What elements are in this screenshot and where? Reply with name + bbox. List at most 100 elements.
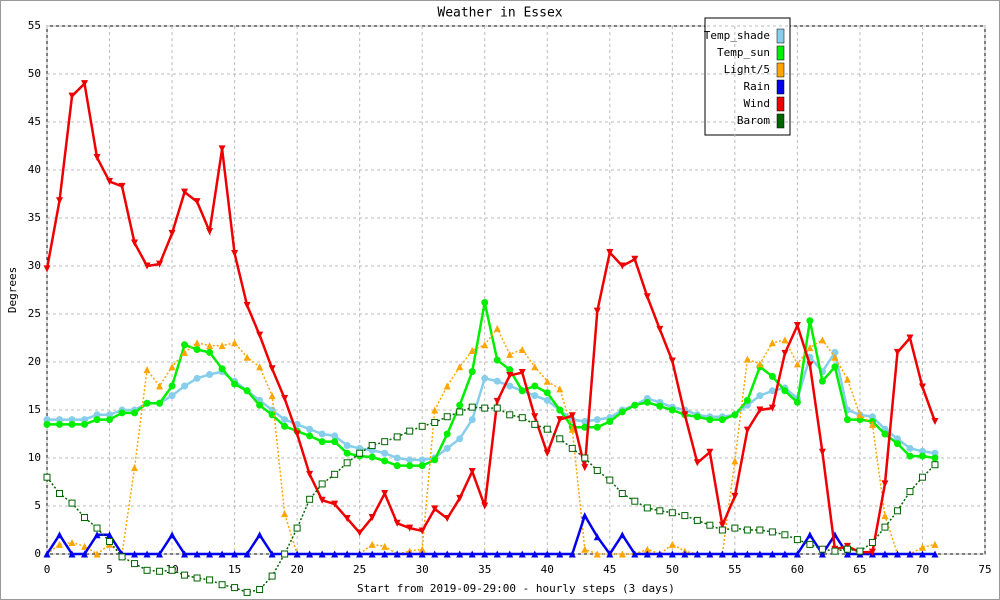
- point: [493, 377, 501, 385]
- point: [381, 438, 389, 446]
- point: [343, 449, 351, 457]
- point: [531, 363, 539, 371]
- point: [306, 470, 314, 478]
- point: [156, 550, 164, 558]
- point: [343, 514, 351, 522]
- point: [368, 550, 376, 558]
- point: [343, 442, 351, 450]
- point: [131, 409, 139, 417]
- point: [606, 249, 614, 257]
- point: [131, 560, 139, 568]
- point: [531, 382, 539, 390]
- x-tick-label: 15: [228, 563, 241, 576]
- legend-swatch: [776, 28, 785, 44]
- point: [93, 154, 101, 162]
- legend-swatch: [776, 79, 785, 95]
- point: [543, 389, 551, 397]
- point: [781, 387, 789, 395]
- point: [168, 531, 176, 539]
- point: [918, 550, 926, 558]
- point: [581, 512, 589, 520]
- point: [93, 531, 101, 539]
- point: [206, 348, 214, 356]
- point: [368, 453, 376, 461]
- point: [506, 411, 514, 419]
- point: [218, 342, 226, 350]
- point: [693, 459, 701, 467]
- point: [556, 416, 564, 424]
- point: [456, 408, 464, 416]
- point: [206, 576, 214, 584]
- point: [931, 418, 939, 426]
- point: [431, 456, 439, 464]
- x-tick-label: 60: [791, 563, 804, 576]
- point: [218, 581, 226, 589]
- point: [618, 262, 626, 270]
- point: [68, 92, 76, 100]
- point: [531, 420, 539, 428]
- point: [431, 550, 439, 558]
- point: [418, 550, 426, 558]
- x-tick-label: 65: [853, 563, 866, 576]
- point: [43, 420, 51, 428]
- point: [331, 500, 339, 508]
- point: [131, 550, 139, 558]
- point: [543, 425, 551, 433]
- point: [68, 499, 76, 507]
- point: [293, 430, 301, 438]
- point: [418, 462, 426, 470]
- point: [306, 425, 314, 433]
- point: [831, 363, 839, 371]
- point: [593, 466, 601, 474]
- point: [781, 349, 789, 357]
- chart-title: Weather in Essex: [437, 6, 562, 21]
- point: [306, 550, 314, 558]
- point: [381, 550, 389, 558]
- point: [793, 322, 801, 330]
- point: [81, 542, 89, 550]
- point: [481, 374, 489, 382]
- point: [656, 507, 664, 515]
- point: [706, 550, 714, 558]
- point: [393, 550, 401, 558]
- point: [318, 496, 326, 504]
- point: [231, 339, 239, 347]
- point: [393, 433, 401, 441]
- point: [393, 462, 401, 470]
- point: [381, 457, 389, 465]
- point: [156, 567, 164, 575]
- point: [743, 426, 751, 434]
- point: [293, 524, 301, 532]
- point: [656, 402, 664, 410]
- point: [518, 414, 526, 422]
- point: [231, 550, 239, 558]
- point: [193, 339, 201, 347]
- x-tick-label: 75: [978, 563, 991, 576]
- legend-box: [704, 17, 791, 136]
- point: [831, 348, 839, 356]
- point: [106, 538, 114, 546]
- point: [56, 490, 64, 498]
- point: [68, 416, 76, 424]
- point: [618, 408, 626, 416]
- point: [693, 413, 701, 421]
- point: [481, 298, 489, 306]
- point: [118, 553, 126, 561]
- point: [568, 425, 576, 433]
- point: [768, 339, 776, 347]
- point: [731, 411, 739, 419]
- point: [593, 416, 601, 424]
- point: [281, 416, 289, 424]
- point: [481, 502, 489, 510]
- point: [431, 406, 439, 414]
- point: [581, 418, 589, 426]
- point: [893, 550, 901, 558]
- point: [568, 444, 576, 452]
- point: [793, 360, 801, 368]
- point: [406, 427, 414, 435]
- point: [281, 510, 289, 518]
- x-tick-label: 50: [666, 563, 679, 576]
- point: [706, 448, 714, 456]
- point: [693, 550, 701, 558]
- point: [618, 490, 626, 498]
